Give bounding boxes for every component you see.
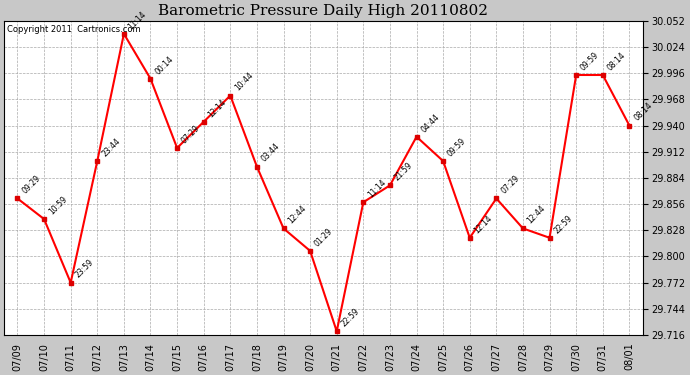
Text: 10:59: 10:59 [47,195,69,216]
Title: Barometric Pressure Daily High 20110802: Barometric Pressure Daily High 20110802 [159,4,489,18]
Text: 21:59: 21:59 [393,161,415,183]
Text: 11:14: 11:14 [366,178,388,200]
Text: 12:14: 12:14 [473,213,494,235]
Text: 08:14: 08:14 [606,51,627,72]
Text: 11:14: 11:14 [127,9,148,31]
Text: 09:59: 09:59 [446,136,468,158]
Text: 07:29: 07:29 [499,174,521,196]
Text: 07:29: 07:29 [180,123,201,145]
Text: 12:14: 12:14 [206,98,228,119]
Text: 09:59: 09:59 [579,50,601,72]
Text: 00:14: 00:14 [153,54,175,76]
Text: Copyright 2011  Cartronics.com: Copyright 2011 Cartronics.com [8,26,141,34]
Text: 01:29: 01:29 [313,226,335,248]
Text: 09:29: 09:29 [20,174,42,196]
Text: 12:44: 12:44 [526,204,547,226]
Text: 12:44: 12:44 [286,204,308,226]
Text: 03:44: 03:44 [259,142,282,164]
Text: 23:59: 23:59 [73,258,95,280]
Text: 23:44: 23:44 [100,136,122,158]
Text: 10:44: 10:44 [233,71,255,93]
Text: 08:14: 08:14 [632,101,654,123]
Text: 04:44: 04:44 [420,112,441,134]
Text: 22:59: 22:59 [339,307,362,328]
Text: 22:59: 22:59 [552,213,574,235]
